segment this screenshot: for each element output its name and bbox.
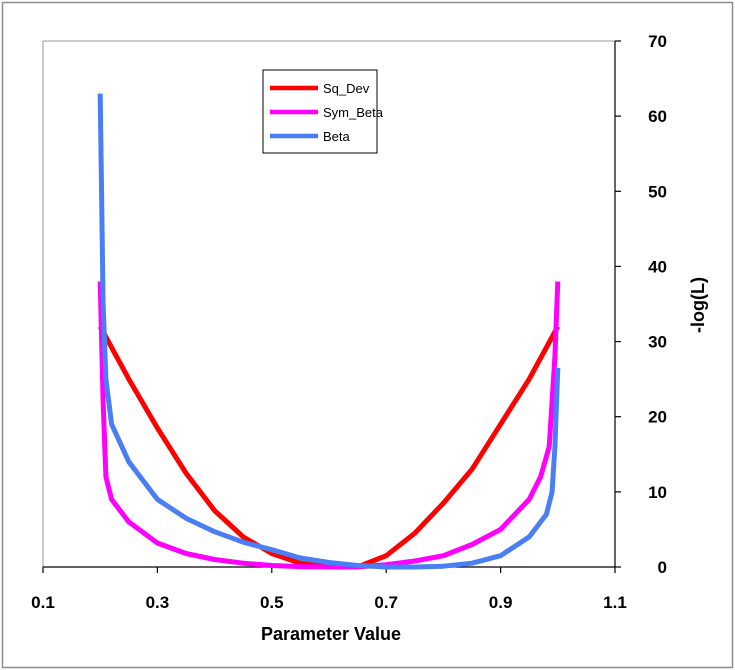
y-tick-label: 50 (648, 182, 667, 201)
x-tick-label: 0.5 (260, 593, 284, 612)
legend-label: Sym_Beta (323, 105, 384, 120)
y-tick-label: 10 (648, 483, 667, 502)
x-tick-label: 0.7 (374, 593, 398, 612)
x-tick-label: 0.1 (31, 593, 55, 612)
x-axis-label: Parameter Value (261, 624, 401, 644)
x-tick-label: 0.9 (489, 593, 513, 612)
series-group (97, 93, 561, 570)
legend-label: Sq_Dev (323, 81, 370, 96)
y-tick-label: 40 (648, 257, 667, 276)
series-line-beta (97, 93, 561, 570)
legend: Sq_Dev Sym_Beta Beta (262, 69, 384, 154)
legend-label: Beta (323, 129, 351, 144)
y-tick-label: 20 (648, 408, 667, 427)
y-tick-label: 0 (658, 558, 667, 577)
y-axis-label: -log(L) (688, 277, 708, 333)
y-tick-label: 60 (648, 107, 667, 126)
y-tick-label: 30 (648, 333, 667, 352)
series-line-sym-beta (97, 281, 561, 570)
y-ticks: 0 10 20 30 40 50 60 70 (615, 32, 667, 577)
x-tick-label: 0.3 (146, 593, 170, 612)
x-ticks: 0.1 0.3 0.5 0.7 0.9 1.1 (31, 567, 627, 612)
y-tick-label: 70 (648, 32, 667, 51)
plot-area (42, 40, 615, 567)
x-tick-label: 1.1 (603, 593, 627, 612)
